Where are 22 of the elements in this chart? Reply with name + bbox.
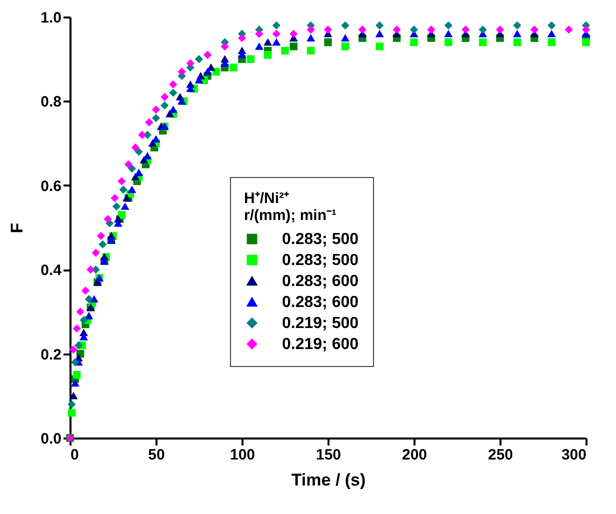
x-axis-title: Time / (s)	[291, 470, 366, 490]
y-tick-label: 0.2	[40, 346, 62, 364]
y-tick-label: 0.0	[40, 430, 62, 448]
y-tick-label: 1.0	[40, 10, 62, 26]
x-tick-label: 200	[402, 446, 428, 464]
legend-label: 0.283; 500	[282, 231, 359, 248]
y-tick-label: 0.4	[40, 262, 62, 280]
y-axis-title: F	[8, 222, 27, 234]
legend-label: 0.283; 600	[282, 294, 359, 311]
x-tick-label: 100	[230, 446, 256, 464]
y-tick-label: 0.8	[40, 94, 62, 111]
y-tick-label: 0.6	[40, 178, 62, 195]
legend-label: 0.283; 600	[282, 273, 359, 290]
legend-label: 0.219; 600	[282, 336, 359, 353]
x-tick-label: 250	[488, 446, 514, 464]
x-tick-label: 150	[316, 446, 342, 464]
x-tick-label: 300	[561, 446, 586, 464]
legend-label: 0.219; 500	[282, 315, 359, 332]
legend-label: 0.283; 500	[282, 252, 359, 269]
legend-title: H⁺/Ni²⁺ r/(mm); min⁻¹	[244, 190, 336, 224]
x-tick-label: 50	[148, 446, 165, 464]
x-tick-label: 0	[70, 446, 79, 464]
